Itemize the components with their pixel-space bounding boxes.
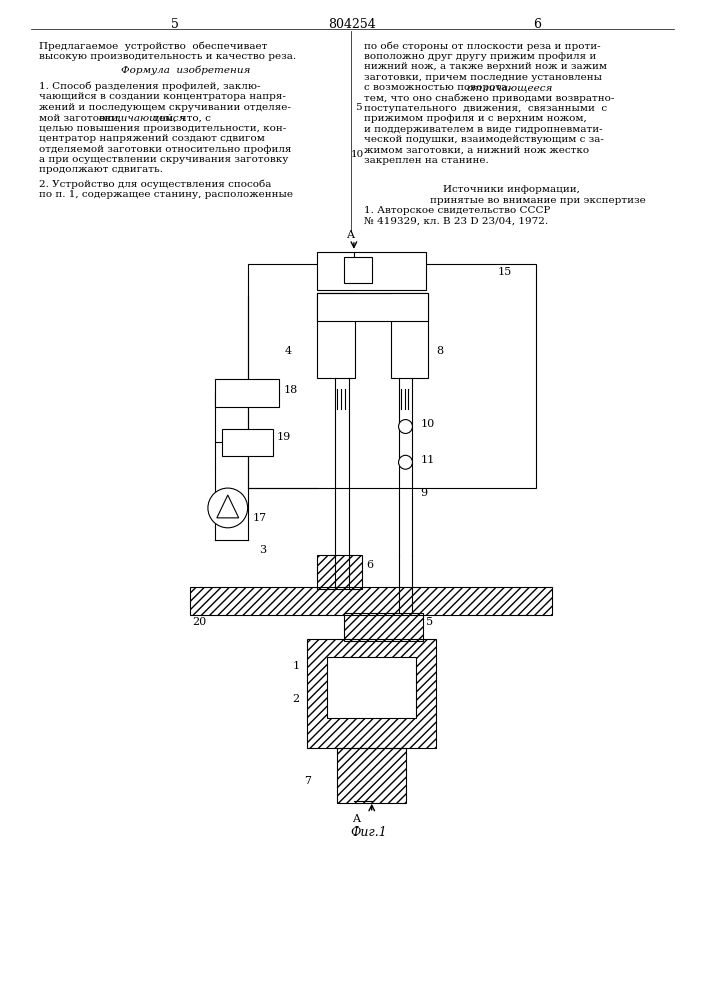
Text: мой заготовки,: мой заготовки, <box>39 113 125 122</box>
Text: и поддерживателем в виде гидропневмати-: и поддерживателем в виде гидропневмати- <box>364 125 602 134</box>
Text: принятые во внимание при экспертизе: принятые во внимание при экспертизе <box>431 196 646 205</box>
Text: 2. Устройство для осуществления способа: 2. Устройство для осуществления способа <box>39 180 271 189</box>
Text: 5: 5 <box>355 103 361 112</box>
Text: 18: 18 <box>284 385 298 395</box>
Bar <box>317 252 426 290</box>
Bar <box>317 555 362 589</box>
Bar <box>222 429 274 456</box>
Text: A: A <box>346 230 354 240</box>
Text: продолжают сдвигать.: продолжают сдвигать. <box>39 165 163 174</box>
Text: 3: 3 <box>259 545 267 555</box>
Bar <box>308 639 436 748</box>
Text: 8: 8 <box>436 346 443 356</box>
Bar <box>344 257 372 283</box>
Text: а при осуществлении скручивания заготовку: а при осуществлении скручивания заготовк… <box>39 155 288 164</box>
Text: 7: 7 <box>304 776 311 786</box>
Text: воположно друг другу прижим профиля и: воположно друг другу прижим профиля и <box>364 52 596 61</box>
Text: по обе стороны от плоскости реза и проти-: по обе стороны от плоскости реза и проти… <box>364 41 600 51</box>
Text: заготовки, причем последние установлены: заготовки, причем последние установлены <box>364 73 602 82</box>
Text: закреплен на станине.: закреплен на станине. <box>364 156 489 165</box>
Text: тем, что, с: тем, что, с <box>151 113 211 122</box>
Bar <box>337 748 407 803</box>
Text: по п. 1, содержащее станину, расположенные: по п. 1, содержащее станину, расположенн… <box>39 190 293 199</box>
Text: 6: 6 <box>534 18 542 31</box>
Bar <box>390 293 428 378</box>
Text: 17: 17 <box>252 513 267 523</box>
Text: отличающееся: отличающееся <box>466 83 552 92</box>
Text: 4: 4 <box>284 346 291 356</box>
Bar <box>327 657 416 718</box>
Text: Формула  изобретения: Формула изобретения <box>120 65 250 75</box>
Text: 804254: 804254 <box>328 18 375 31</box>
Text: Предлагаемое  устройство  обеспечивает: Предлагаемое устройство обеспечивает <box>39 41 267 51</box>
Text: 20: 20 <box>192 617 206 627</box>
Text: 5: 5 <box>171 18 179 31</box>
Text: отделяемой заготовки относительно профиля: отделяемой заготовки относительно профил… <box>39 145 291 154</box>
Text: 1. Способ разделения профилей, заклю-: 1. Способ разделения профилей, заклю- <box>39 82 261 91</box>
Text: 6: 6 <box>366 560 373 570</box>
Bar <box>247 264 536 488</box>
Text: № 419329, кл. В 23 D 23/04, 1972.: № 419329, кл. В 23 D 23/04, 1972. <box>364 217 548 226</box>
Text: A: A <box>352 814 360 824</box>
Text: Источники информации,: Источники информации, <box>443 185 580 194</box>
Text: 10: 10 <box>421 419 435 429</box>
Circle shape <box>399 420 412 433</box>
Text: 2: 2 <box>292 694 300 704</box>
Text: 10: 10 <box>351 150 364 159</box>
Text: 9: 9 <box>421 488 428 498</box>
Bar <box>344 613 423 641</box>
Text: 19: 19 <box>276 432 291 442</box>
Bar <box>317 293 355 378</box>
Bar <box>215 379 279 407</box>
Text: центратор напряжений создают сдвигом: центратор напряжений создают сдвигом <box>39 134 265 143</box>
Text: 15: 15 <box>498 267 512 277</box>
Text: Фиг.1: Фиг.1 <box>350 826 387 839</box>
Text: чающийся в создании концентратора напря-: чающийся в создании концентратора напря- <box>39 92 286 101</box>
Bar <box>190 587 552 615</box>
Circle shape <box>208 488 247 528</box>
Bar <box>317 293 428 321</box>
Text: с возможностью поворота,: с возможностью поворота, <box>364 83 513 92</box>
Text: отличающийся: отличающийся <box>99 113 186 122</box>
Text: 5: 5 <box>426 617 433 627</box>
Text: 1: 1 <box>292 661 300 671</box>
Text: 11: 11 <box>421 455 435 465</box>
Text: 1. Авторское свидетельство СССР: 1. Авторское свидетельство СССР <box>364 206 550 215</box>
Text: поступательного  движения,  связанными  с: поступательного движения, связанными с <box>364 104 607 113</box>
Text: жимом заготовки, а нижний нож жестко: жимом заготовки, а нижний нож жестко <box>364 146 589 155</box>
Text: целью повышения производительности, кон-: целью повышения производительности, кон- <box>39 124 286 133</box>
Circle shape <box>399 455 412 469</box>
Text: высокую производительность и качество реза.: высокую производительность и качество ре… <box>39 52 296 61</box>
Text: тем, что оно снабжено приводами возвратно-: тем, что оно снабжено приводами возвратн… <box>364 93 614 103</box>
Text: прижимом профиля и с верхним ножом,: прижимом профиля и с верхним ножом, <box>364 114 587 123</box>
Text: жений и последующем скручивании отделяе-: жений и последующем скручивании отделяе- <box>39 103 291 112</box>
Text: ческой подушки, взаимодействующим с за-: ческой подушки, взаимодействующим с за- <box>364 135 604 144</box>
Text: нижний нож, а также верхний нож и зажим: нижний нож, а также верхний нож и зажим <box>364 62 607 71</box>
